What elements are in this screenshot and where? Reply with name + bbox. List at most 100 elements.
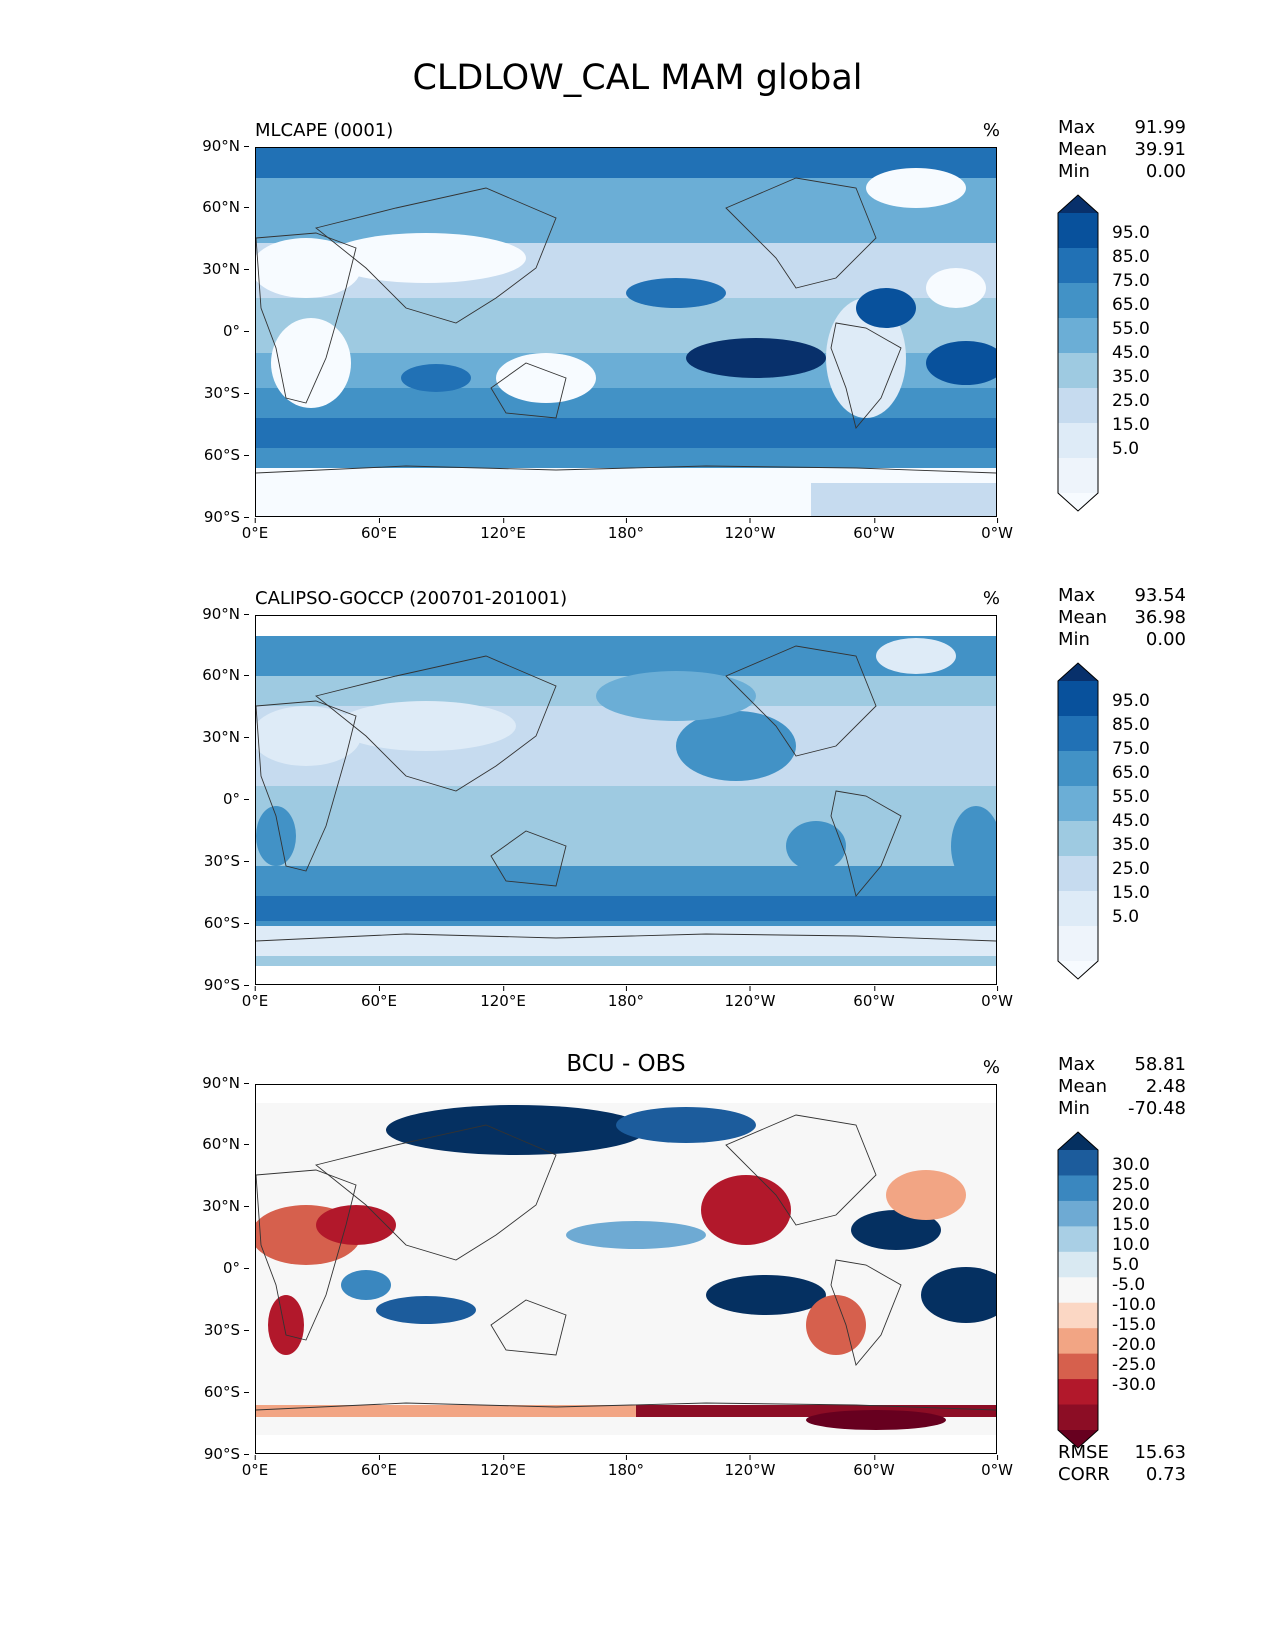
panel-title: BCU - OBS [566,1051,686,1077]
stat-label: Mean [1058,139,1108,160]
colorbar-segment [1058,213,1098,249]
colorbar-tick-label: -30.0 [1112,1375,1156,1395]
colorbar-tick-label: 55.0 [1112,787,1150,807]
colorbar-segment [1058,1251,1098,1278]
colorbar-segment [1058,1302,1098,1329]
lat-label: 30°N [202,1197,249,1215]
colorbar-tick-label: 85.0 [1112,715,1150,735]
stat-value: 36.98 [1134,607,1186,628]
colorbar [1057,662,1103,980]
stat-label: Mean [1058,607,1108,628]
colorbar-segment [1058,821,1098,857]
colorbar-segment [1058,786,1098,822]
lat-label: 60°N [202,666,249,684]
colorbar-tick-label: -25.0 [1112,1355,1156,1375]
colorbar-tick-label: 20.0 [1112,1195,1150,1215]
stat-value: 0.73 [1145,1464,1186,1485]
lat-label: 30°N [202,260,249,278]
colorbar-segment [1058,318,1098,354]
colorbar-graphic [1057,1131,1099,1449]
lat-label: 30°S [203,384,250,402]
lon-label: 0°W [981,986,1013,1010]
colorbar-segment [1058,1200,1098,1227]
colorbar-segment [1058,423,1098,459]
lon-label: 120°W [724,518,776,542]
lon-label: 120°E [480,1455,526,1479]
colorbar-segment [1058,388,1098,424]
stat-value: 0.00 [1145,629,1186,650]
colorbar-graphic [1057,194,1099,512]
lat-label: 90°N [202,605,249,623]
lon-label: 60°W [853,986,895,1010]
colorbar-outline [1057,1131,1099,1449]
stat-value: 58.81 [1134,1054,1186,1075]
lat-label: 60°N [202,198,249,216]
colorbar-tick-label: 45.0 [1112,811,1150,831]
colorbar-segment [1058,1328,1098,1355]
colorbar-tick-label: 5.0 [1112,1255,1140,1275]
panel-obs: CALIPSO-GOCCP (200701-201001) % [0,585,1275,1028]
panel-diff: BCU - OBS % [0,1051,1275,1497]
colorbar-segment [1058,1175,1098,1202]
lat-label: 0° [222,1259,250,1277]
lon-label: 0°E [241,986,269,1010]
lat-label: 60°S [203,1383,250,1401]
colorbar-tick-label: 15.0 [1112,415,1150,435]
colorbar-segment [1058,1404,1098,1431]
colorbar-tick-label: 95.0 [1112,691,1150,711]
panel-title: CALIPSO-GOCCP (200701-201001) [255,588,568,609]
colorbar-segment [1058,1226,1098,1253]
colorbar-tick-label: 75.0 [1112,271,1150,291]
lat-label: 90°N [202,1074,249,1092]
colorbar-segment [1058,1379,1098,1406]
lon-label: 60°W [853,518,895,542]
colorbar-tick-label: 35.0 [1112,835,1150,855]
lon-label: 0°W [981,518,1013,542]
lon-label: 180° [607,518,645,542]
lat-label: 30°S [203,852,250,870]
panel-title: MLCAPE (0001) [255,120,394,141]
colorbar-tick-label: 15.0 [1112,1215,1150,1235]
colorbar-extend-top [1058,1132,1098,1150]
colorbar-graphic [1057,662,1099,980]
colorbar-segment [1058,248,1098,284]
error-stats-box: RMSE 15.63 CORR 0.73 [1058,1442,1186,1486]
lat-label: 0° [222,790,250,808]
lat-label: 60°N [202,1135,249,1153]
colorbar-tick-label: -15.0 [1112,1315,1156,1335]
lon-label: 120°W [724,986,776,1010]
colorbar-extend-bottom [1058,493,1098,511]
stat-value: 93.54 [1134,585,1186,606]
stats-box: Max 91.99 Mean 39.91 Min 0.00 [1058,117,1186,183]
lon-label: 120°E [480,518,526,542]
colorbar-segment [1058,681,1098,717]
colorbar-tick-label: 5.0 [1112,907,1140,927]
colorbar-tick-label: 35.0 [1112,367,1150,387]
colorbar-segment [1058,1277,1098,1304]
stat-value: 15.63 [1134,1442,1186,1463]
stat-label: Min [1058,161,1090,182]
lat-label: 30°N [202,728,249,746]
stat-value: 0.00 [1145,161,1186,182]
stat-label: Mean [1058,1076,1108,1097]
stat-label: Max [1058,1054,1096,1075]
stat-label: Min [1058,1098,1090,1119]
lat-label: 90°S [203,1445,250,1463]
lon-label: 120°E [480,986,526,1010]
colorbar-segment [1058,353,1098,389]
lat-label: 90°S [203,508,250,526]
panel-model: MLCAPE (0001) % [0,117,1275,560]
colorbar-segment [1058,926,1098,962]
colorbar-segment [1058,1353,1098,1380]
lon-label: 60°W [853,1455,895,1479]
stats-box: Max 93.54 Mean 36.98 Min 0.00 [1058,585,1186,651]
colorbar-tick-label: 45.0 [1112,343,1150,363]
map-obs [255,615,997,985]
colorbar-outline [1057,662,1099,980]
lon-label: 180° [607,1455,645,1479]
lon-label: 60°E [360,518,398,542]
lat-label: 90°N [202,137,249,155]
colorbar-tick-label: -10.0 [1112,1295,1156,1315]
stat-value: 91.99 [1134,117,1186,138]
lat-label: 60°S [203,446,250,464]
